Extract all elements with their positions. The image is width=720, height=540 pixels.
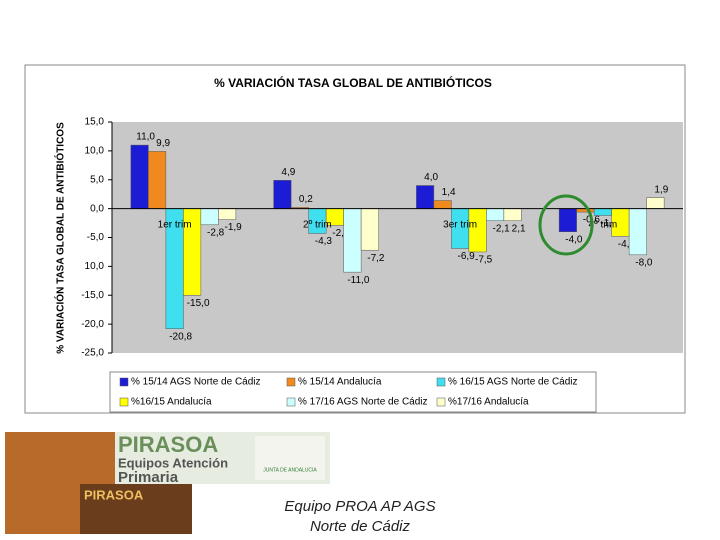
legend-swatch [436,397,446,407]
bar [130,144,149,209]
value-label: -8,0 [635,257,653,268]
logo-small: PIRASOA [84,487,144,502]
legend-label: % 15/14 AGS Norte de Cádiz [131,377,261,388]
value-label: -2,1 [493,223,511,234]
legend-label: % 15/14 Andalucía [298,377,382,388]
bar [273,180,292,209]
y-tick-label: -5,0 [87,232,105,243]
value-label: 11,0 [136,132,155,143]
bar [360,208,379,251]
category-label: 3er trim [443,219,477,230]
value-label: -7,2 [367,253,385,264]
bar [218,208,237,220]
category-label: 2º trim [303,219,332,230]
legend-box [109,371,597,413]
bar [468,208,487,253]
value-label: -4,3 [315,236,333,247]
logo-org: JUNTA DE ANDALUCIA [263,467,317,473]
y-tick-label: -15,0 [81,290,104,301]
value-label: -2,8 [207,227,225,238]
team-line2: Norte de Cádiz [310,518,411,535]
y-tick-label: 15,0 [85,117,105,128]
value-label: 2,1 [512,223,526,234]
highlight-circle [538,194,594,256]
y-tick-label: -25,0 [81,348,104,359]
bar [343,208,362,273]
value-label: -2,9 [332,228,350,239]
category-label: 1er trim [158,219,192,230]
legend-swatch [119,377,129,387]
legend-swatch [286,397,296,407]
y-tick-label: 0,0 [90,203,104,214]
bar [503,208,522,222]
value-label: 4,0 [424,172,438,183]
plot-area [112,122,683,353]
team-line1: Equipo PROA AP AGS [284,498,435,515]
y-tick-label: -20,0 [81,319,104,330]
value-label: -20,8 [169,331,192,342]
logo-line1: Equipos Atención [118,455,228,470]
logo-title: PIRASOA [118,432,218,457]
value-label: 1,9 [654,184,668,195]
value-label: 1,4 [442,187,456,198]
value-label: 4,9 [281,167,295,178]
bar [416,185,435,209]
chart: -25,0 -20,0 -15,0 10,0 -5,0 0,0 5,0 10,0 15,0 11,… [81,117,683,408]
value-label: -4,8 [618,239,636,250]
legend-label: %16/15 Andalucía [131,397,212,408]
value-label: -7,5 [475,255,493,266]
bar [148,151,167,209]
bar [433,200,452,209]
bar [593,208,612,216]
logo-org-box [255,436,325,480]
bar [628,208,647,256]
bar [646,197,665,209]
legend-swatch [436,377,446,387]
logo-line2: Primaria [118,469,179,486]
y-tick-label: 10,0 [85,146,105,157]
value-label: 9,9 [156,138,170,149]
value-label: -15,0 [187,298,210,309]
y-tick-label: 10,0 [85,261,105,272]
value-label: 0,2 [299,194,313,205]
legend-swatch [286,377,296,387]
legend-label: %17/16 Andalucía [448,397,529,408]
legend-label: % 16/15 AGS Norte de Cádiz [448,377,578,388]
value-label: -1,9 [225,222,243,233]
value-label: -4,0 [565,234,583,245]
value-label: -1,2 [600,218,618,229]
bar [486,208,505,222]
y-tick-label: 5,0 [90,174,104,185]
y-axis-label: % VARIACIÓN TASA GLOBAL DE ANTIBIÓTICOS [54,122,67,354]
logo-small-box [80,484,192,534]
legend-swatch [119,397,129,407]
bar [558,208,577,232]
value-label: -11,0 [347,275,369,286]
category-label: 4º trim [589,219,618,230]
bar [576,208,595,213]
value-label: -6,9 [458,251,476,262]
legend-label: % 17/16 AGS Norte de Cádiz [298,397,428,408]
bar [200,208,219,226]
chart-title: % VARIACIÓN TASA GLOBAL DE ANTIBIÓTICOS [214,75,492,90]
